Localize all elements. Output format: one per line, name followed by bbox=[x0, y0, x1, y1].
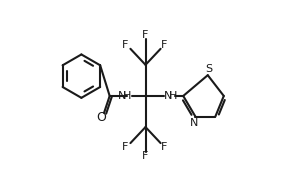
Text: F: F bbox=[142, 30, 149, 40]
Text: S: S bbox=[205, 64, 212, 74]
Text: F: F bbox=[142, 151, 149, 161]
Text: N: N bbox=[190, 118, 199, 128]
Text: O: O bbox=[96, 111, 106, 124]
Text: F: F bbox=[122, 142, 128, 152]
Text: N: N bbox=[118, 91, 127, 101]
Text: F: F bbox=[161, 142, 168, 152]
Text: H: H bbox=[123, 91, 131, 101]
Text: N: N bbox=[164, 91, 173, 101]
Text: H: H bbox=[168, 91, 177, 101]
Text: F: F bbox=[161, 40, 168, 50]
Text: F: F bbox=[122, 40, 128, 50]
